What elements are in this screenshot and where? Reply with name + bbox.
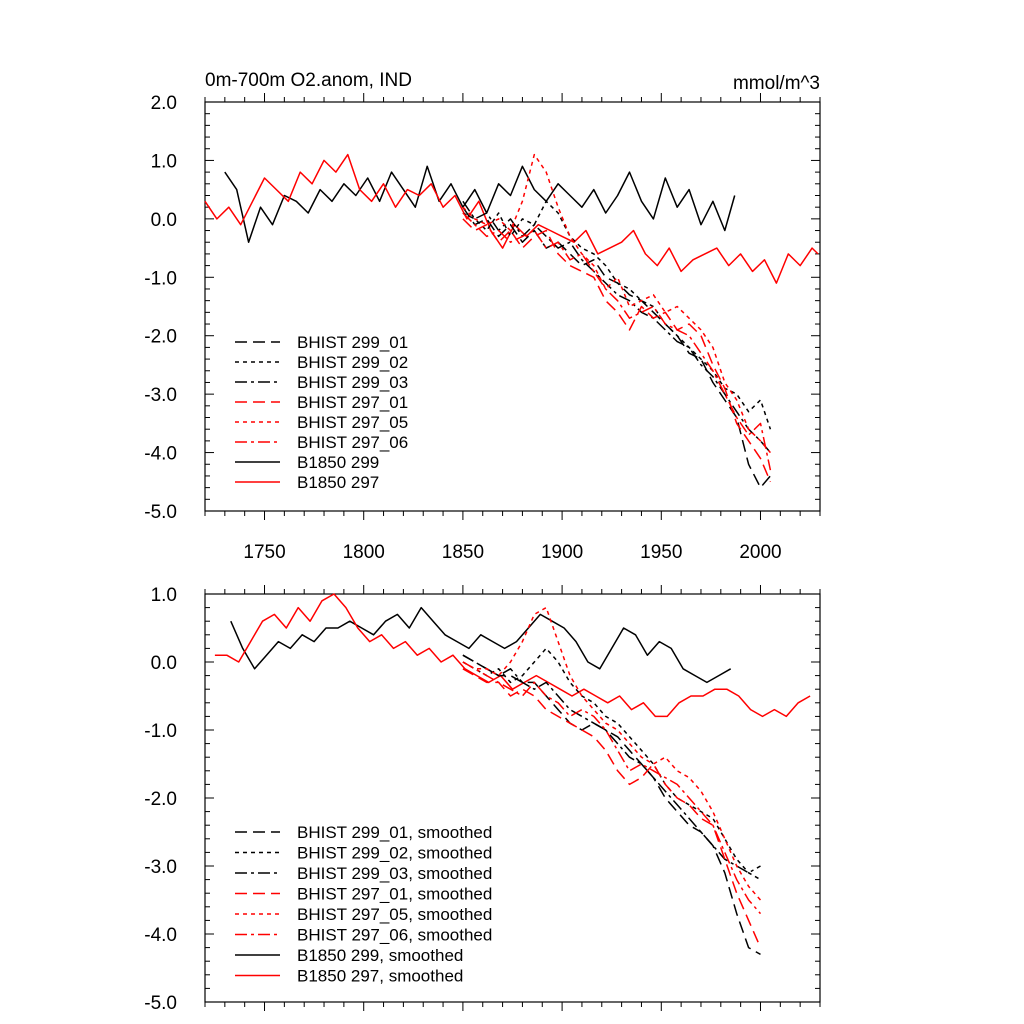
series-line: [462, 212, 772, 471]
y-tick-label: -4.0: [144, 925, 177, 946]
series-line: [214, 593, 811, 718]
y-tick-label: -3.0: [144, 385, 177, 406]
legend-label: BHIST 299_01: [297, 333, 408, 352]
bottom-legend: BHIST 299_01, smoothed BHIST 299_02, smoo…: [235, 823, 492, 986]
legend-label: BHIST 297_01, smoothed: [297, 885, 492, 904]
series-line: [462, 153, 771, 454]
series-line: [462, 606, 762, 901]
y-tick-label: -2.0: [144, 327, 177, 348]
x-tick-label: 1900: [541, 542, 583, 563]
y-tick-label: -5.0: [144, 502, 177, 523]
bottom-plot-area: 1.0 0.0 -1.0 -2.0 -3.0 -4.0 -5.0: [144, 585, 821, 1014]
legend-label: BHIST 297_01: [297, 393, 408, 412]
panel-bottom: 1.0 0.0 -1.0 -2.0 -3.0 -4.0 -5.0 BHIST 299_01,…: [144, 585, 821, 1014]
y-tick-label: -2.0: [144, 789, 177, 810]
x-tick-label: 1750: [243, 542, 285, 563]
y-tick-label: -1.0: [144, 721, 177, 742]
y-tick-label: 1.0: [151, 585, 177, 606]
y-tick-label: 2.0: [151, 93, 177, 114]
legend-label: BHIST 297_06, smoothed: [297, 926, 492, 945]
legend-label: B1850 299: [297, 453, 379, 472]
plot-frame: [204, 101, 821, 512]
legend-label: BHIST 297_05: [297, 413, 408, 432]
legend-label: BHIST 297_05, smoothed: [297, 905, 492, 924]
legend-label: B1850 297: [297, 473, 379, 492]
y-tick-label: -1.0: [144, 268, 177, 289]
legend-label: BHIST 299_03, smoothed: [297, 864, 492, 883]
legend-label: BHIST 297_06: [297, 433, 408, 452]
legend-label: B1850 299, smoothed: [297, 946, 463, 965]
units-label: mmol/m^3: [733, 73, 820, 94]
x-tick-label: 1850: [442, 542, 484, 563]
series-line: [462, 668, 762, 948]
series-line: [462, 218, 772, 483]
series-line: [462, 200, 772, 430]
y-tick-label: 0.0: [151, 210, 177, 231]
y-tick-label: -3.0: [144, 857, 177, 878]
y-tick-label: 1.0: [151, 151, 177, 172]
legend-label: BHIST 299_02: [297, 353, 408, 372]
x-tick-label: 1800: [343, 542, 385, 563]
series-line: [224, 165, 736, 243]
y-tick-label: -5.0: [144, 993, 177, 1014]
series-line: [462, 200, 771, 454]
chart-title: 0m-700m O2.anom, IND: [205, 70, 412, 91]
legend-label: BHIST 299_03: [297, 373, 408, 392]
legend-label: B1850 297, smoothed: [297, 967, 463, 986]
panel-top: 0m-700m O2.anom, IND mmol/m^3 2.0 1.0 0.0 -…: [144, 70, 821, 563]
series-line: [462, 206, 771, 489]
top-plot-area: 2.0 1.0 0.0 -1.0 -2.0 -3.0 -4.0 -5.0 1750 1800 185…: [144, 93, 821, 563]
series-line: [462, 661, 762, 915]
series-line: [462, 654, 761, 874]
legend-label: BHIST 299_02, smoothed: [297, 844, 492, 863]
series-line: [204, 153, 819, 284]
x-tick-label: 2000: [739, 542, 781, 563]
series-line: [230, 606, 732, 684]
y-tick-label: -4.0: [144, 444, 177, 465]
legend-label: BHIST 299_01, smoothed: [297, 823, 492, 842]
y-tick-label: 0.0: [151, 653, 177, 674]
x-tick-label: 1950: [640, 542, 682, 563]
